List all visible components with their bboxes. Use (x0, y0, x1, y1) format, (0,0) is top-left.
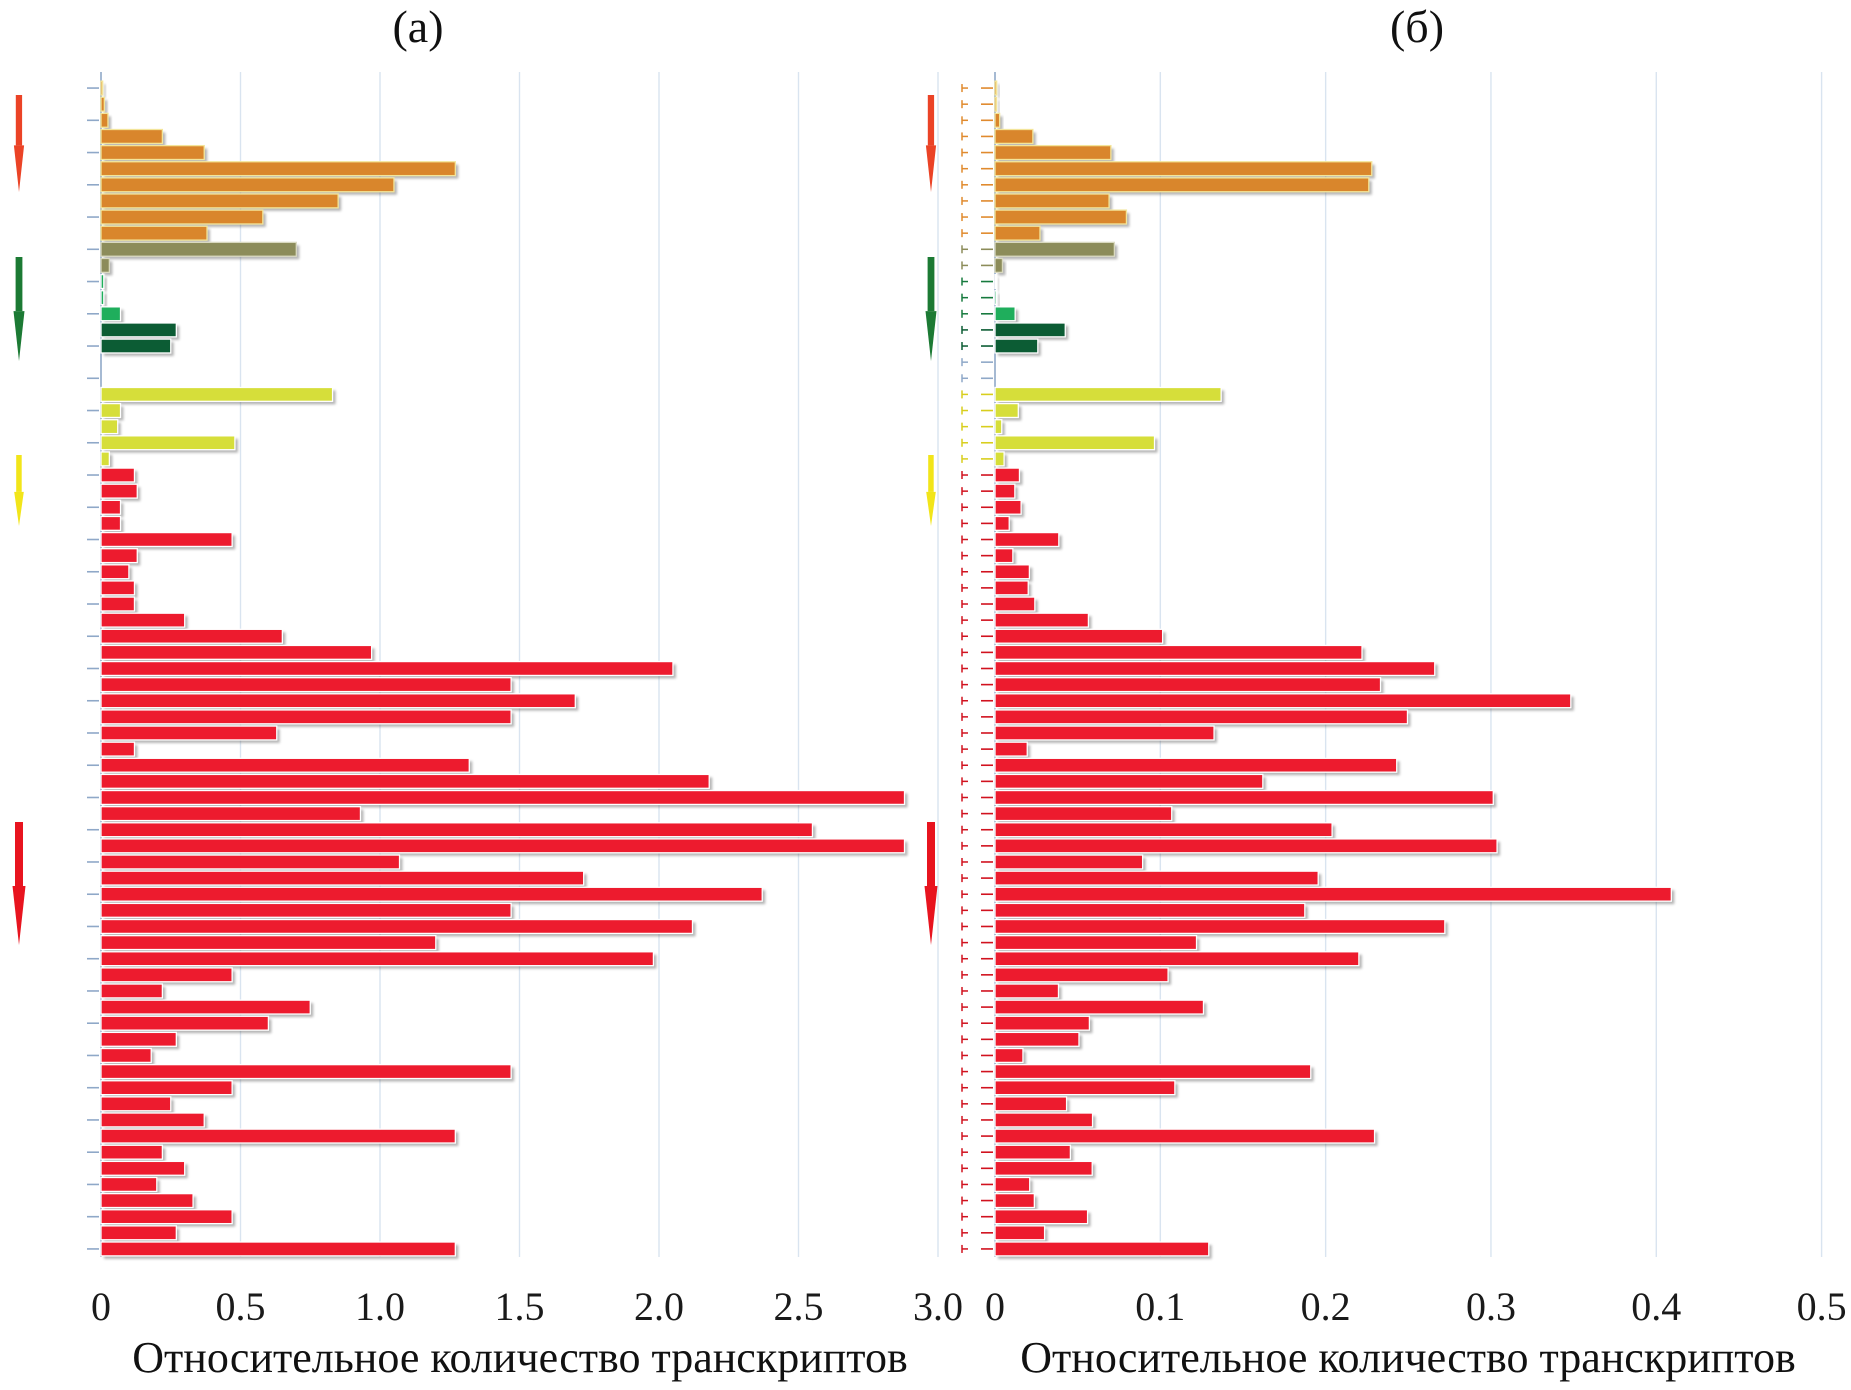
svg-text:2.5: 2.5 (774, 1284, 824, 1329)
svg-text:0.5: 0.5 (216, 1284, 266, 1329)
svg-text:3.0: 3.0 (913, 1284, 963, 1329)
svg-text:0.2: 0.2 (1301, 1284, 1351, 1329)
svg-text:1.5: 1.5 (495, 1284, 545, 1329)
svg-text:0.5: 0.5 (1797, 1284, 1847, 1329)
svg-text:0.4: 0.4 (1631, 1284, 1681, 1329)
svg-text:2.0: 2.0 (634, 1284, 684, 1329)
svg-text:0.3: 0.3 (1466, 1284, 1516, 1329)
svg-text:(a): (a) (392, 1, 443, 52)
svg-text:0: 0 (91, 1284, 111, 1329)
svg-text:Относительное количество транс: Относительное количество транскриптов (132, 1333, 907, 1382)
svg-text:0.1: 0.1 (1135, 1284, 1185, 1329)
svg-text:0: 0 (985, 1284, 1005, 1329)
svg-text:(б): (б) (1390, 1, 1444, 52)
svg-text:Относительное количество транс: Относительное количество транскриптов (1020, 1333, 1795, 1382)
svg-text:1.0: 1.0 (355, 1284, 405, 1329)
